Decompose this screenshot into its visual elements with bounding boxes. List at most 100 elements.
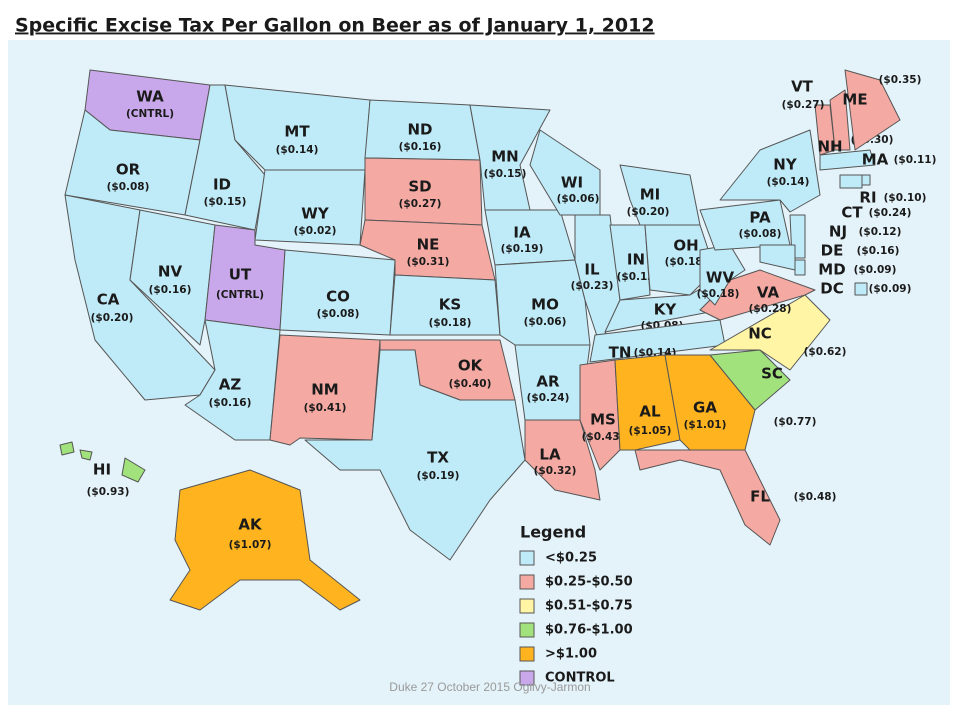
state-tax: ($0.77) — [774, 416, 817, 428]
state-shape — [121, 457, 146, 483]
state-abbr: VT — [791, 78, 814, 96]
state-tax: ($0.16) — [209, 397, 252, 409]
state-tax: ($0.10) — [884, 192, 927, 204]
state-shape — [129, 209, 216, 346]
state-abbr: ID — [213, 176, 231, 194]
state-tax: ($0.27) — [399, 198, 442, 210]
state-tax: ($0.31) — [407, 256, 450, 268]
state-abbr: PA — [749, 209, 771, 227]
state-abbr: CA — [97, 291, 120, 309]
state-abbr: AL — [639, 403, 661, 421]
state-tax: ($0.15) — [484, 168, 527, 180]
state-shape — [579, 359, 621, 471]
state-tax: (CNTRL) — [216, 289, 264, 301]
state-abbr: SC — [761, 365, 783, 383]
state-abbr: TN — [609, 344, 632, 362]
state-abbr: MT — [284, 123, 310, 141]
state-abbr: NJ — [829, 223, 847, 241]
state-abbr: FL — [750, 488, 770, 506]
state-tax: ($0.18) — [665, 256, 708, 268]
state-abbr: CO — [326, 288, 350, 306]
state-tax: ($0.27) — [782, 99, 825, 111]
state-tax: ($1.01) — [684, 419, 727, 431]
state-shape — [861, 174, 871, 186]
state-abbr: DE — [821, 242, 844, 260]
legend-swatch — [519, 574, 535, 590]
state-tax: ($0.23) — [571, 280, 614, 292]
state-abbr: MA — [862, 151, 889, 169]
state-shape — [854, 282, 868, 296]
state-shape — [839, 174, 863, 189]
state-tax: ($0.06) — [524, 316, 567, 328]
state-abbr: HI — [93, 461, 111, 479]
state-abbr: OH — [673, 237, 698, 255]
state-abbr: ME — [842, 91, 867, 109]
state-shape — [819, 149, 876, 171]
legend-title: Legend — [520, 523, 586, 542]
state-tax: ($0.11) — [894, 154, 937, 166]
state-tax: ($0.16) — [857, 245, 900, 257]
state-shape — [719, 129, 821, 213]
state-abbr: OK — [458, 357, 484, 375]
state-tax: ($1.07) — [229, 539, 272, 551]
state-tax: ($0.08) — [107, 181, 150, 193]
state-tax: ($0.24) — [869, 207, 912, 219]
state-abbr: WI — [561, 174, 583, 192]
state-abbr: IL — [584, 261, 600, 279]
legend-label: >$1.00 — [545, 647, 597, 662]
state-abbr: AR — [536, 373, 560, 391]
state-tax: ($0.18) — [429, 317, 472, 329]
state-abbr: UT — [229, 266, 252, 284]
state-tax: ($0.16) — [149, 284, 192, 296]
state-abbr: IN — [627, 251, 645, 269]
state-abbr: MN — [491, 148, 518, 166]
legend-swatch — [519, 646, 535, 662]
state-tax: ($0.24) — [527, 392, 570, 404]
legend-swatch — [519, 622, 535, 638]
state-abbr: VA — [757, 284, 780, 302]
state-tax: ($0.16) — [399, 141, 442, 153]
state-abbr: NM — [311, 381, 338, 399]
state-abbr: OR — [116, 161, 141, 179]
state-tax: ($0.09) — [854, 264, 897, 276]
state-abbr: TX — [427, 449, 449, 467]
state-abbr: NY — [773, 156, 798, 174]
state-tax: ($0.02) — [294, 225, 337, 237]
state-shape — [59, 441, 75, 456]
state-abbr: NE — [417, 236, 440, 254]
state-abbr: KS — [439, 296, 461, 314]
state-shape — [759, 244, 796, 271]
legend-swatch — [519, 598, 535, 614]
legend-label: $0.51-$0.75 — [545, 599, 633, 614]
state-abbr: RI — [859, 189, 876, 207]
state-tax: ($0.08) — [739, 228, 782, 240]
state-abbr: MO — [531, 296, 559, 314]
state-abbr: NH — [817, 138, 842, 156]
state-tax: ($0.12) — [859, 226, 902, 238]
state-abbr: WV — [706, 269, 735, 287]
state-abbr: NC — [748, 325, 772, 343]
state-shape — [709, 294, 831, 371]
state-abbr: MS — [590, 411, 616, 429]
state-tax: ($0.14) — [276, 144, 319, 156]
state-tax: ($0.08) — [317, 308, 360, 320]
state-shape — [829, 89, 851, 151]
state-abbr: MD — [818, 261, 845, 279]
legend-label: $0.25-$0.50 — [545, 575, 633, 590]
state-tax: ($0.32) — [534, 465, 577, 477]
state-shape — [169, 469, 361, 611]
legend-swatch — [519, 550, 535, 566]
state-abbr: LA — [539, 446, 561, 464]
state-abbr: IA — [513, 224, 531, 242]
state-tax: ($0.19) — [501, 243, 544, 255]
footer: Duke 27 October 2015 Ogilvy-Jarmon — [389, 680, 590, 694]
state-shape — [794, 259, 806, 276]
state-tax: ($0.48) — [794, 491, 837, 503]
state-tax: ($0.35) — [879, 74, 922, 86]
legend-label: CONTROL — [545, 671, 615, 686]
state-abbr: CT — [841, 204, 863, 222]
state-tax: ($0.14) — [767, 176, 810, 188]
legend-label: $0.76-$1.00 — [545, 623, 633, 638]
state-abbr: ND — [407, 121, 432, 139]
